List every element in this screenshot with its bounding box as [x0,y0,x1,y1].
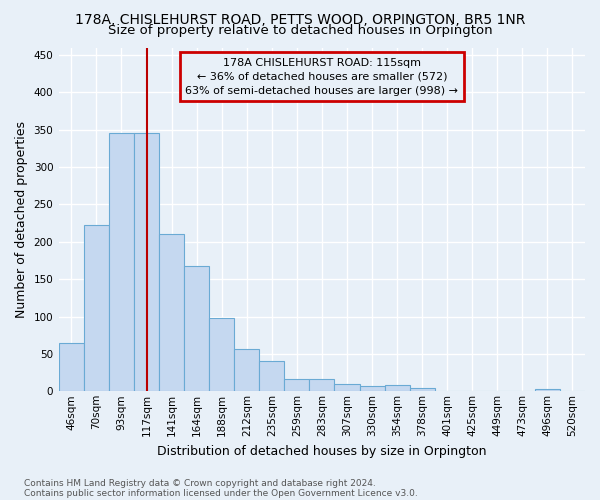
Bar [109,134,134,392]
Text: Contains HM Land Registry data © Crown copyright and database right 2024.
Contai: Contains HM Land Registry data © Crown c… [24,478,418,498]
Bar [410,388,434,392]
X-axis label: Distribution of detached houses by size in Orpington: Distribution of detached houses by size … [157,444,487,458]
Text: 178A CHISLEHURST ROAD: 115sqm
← 36% of detached houses are smaller (572)
63% of : 178A CHISLEHURST ROAD: 115sqm ← 36% of d… [185,58,458,96]
Bar [209,318,234,392]
Bar [535,389,560,392]
Bar [334,384,359,392]
Bar [184,266,209,392]
Text: 178A, CHISLEHURST ROAD, PETTS WOOD, ORPINGTON, BR5 1NR: 178A, CHISLEHURST ROAD, PETTS WOOD, ORPI… [75,12,525,26]
Bar [359,386,385,392]
Bar [134,134,159,392]
Y-axis label: Number of detached properties: Number of detached properties [15,121,28,318]
Bar [284,380,310,392]
Text: Size of property relative to detached houses in Orpington: Size of property relative to detached ho… [107,24,493,37]
Bar [385,386,410,392]
Bar [84,226,109,392]
Bar [59,342,84,392]
Bar [234,350,259,392]
Bar [159,234,184,392]
Bar [259,360,284,392]
Bar [310,380,334,392]
